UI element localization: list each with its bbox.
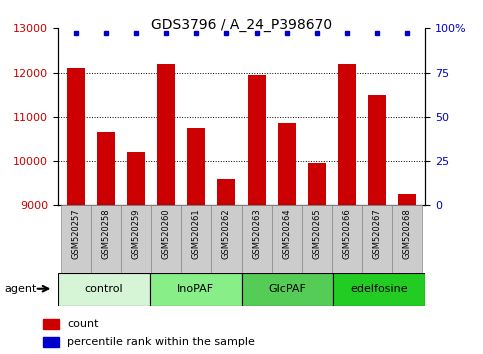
Text: control: control [85,284,123,295]
Bar [127,152,145,205]
Text: InoPAF: InoPAF [177,284,214,295]
Text: GSM520258: GSM520258 [101,209,111,259]
Bar [398,194,416,205]
Bar [181,205,212,273]
Bar [97,132,115,205]
Bar [58,273,150,306]
Bar [308,163,326,205]
Text: GSM520265: GSM520265 [312,209,321,259]
Text: GSM520259: GSM520259 [132,209,141,259]
Text: agent: agent [5,284,37,294]
Text: GSM520262: GSM520262 [222,209,231,259]
Bar [187,128,205,205]
Bar [242,273,333,306]
Text: GSM520260: GSM520260 [162,209,171,259]
Bar [121,205,151,273]
Bar [392,205,422,273]
Text: count: count [68,319,99,329]
Text: GSM520264: GSM520264 [282,209,291,259]
Text: GDS3796 / A_24_P398670: GDS3796 / A_24_P398670 [151,18,332,32]
Text: GSM520257: GSM520257 [71,209,81,259]
Bar [332,205,362,273]
Text: GSM520263: GSM520263 [252,209,261,259]
Bar [278,124,296,205]
Bar [151,205,181,273]
Bar [43,337,59,347]
Bar [212,205,242,273]
Bar [150,273,242,306]
Text: GSM520268: GSM520268 [402,209,412,259]
Bar [157,64,175,205]
Bar [271,205,302,273]
Text: GlcPAF: GlcPAF [269,284,306,295]
Bar [338,64,356,205]
Bar [217,179,236,205]
Text: GSM520266: GSM520266 [342,209,351,259]
Text: GSM520261: GSM520261 [192,209,201,259]
Text: edelfosine: edelfosine [350,284,408,295]
Bar [368,95,386,205]
Bar [362,205,392,273]
Bar [242,205,271,273]
Bar [247,75,266,205]
Text: GSM520267: GSM520267 [372,209,382,259]
Bar [302,205,332,273]
Bar [61,205,91,273]
Bar [91,205,121,273]
Bar [333,273,425,306]
Text: percentile rank within the sample: percentile rank within the sample [68,337,255,347]
Bar [67,68,85,205]
Bar [43,319,59,329]
